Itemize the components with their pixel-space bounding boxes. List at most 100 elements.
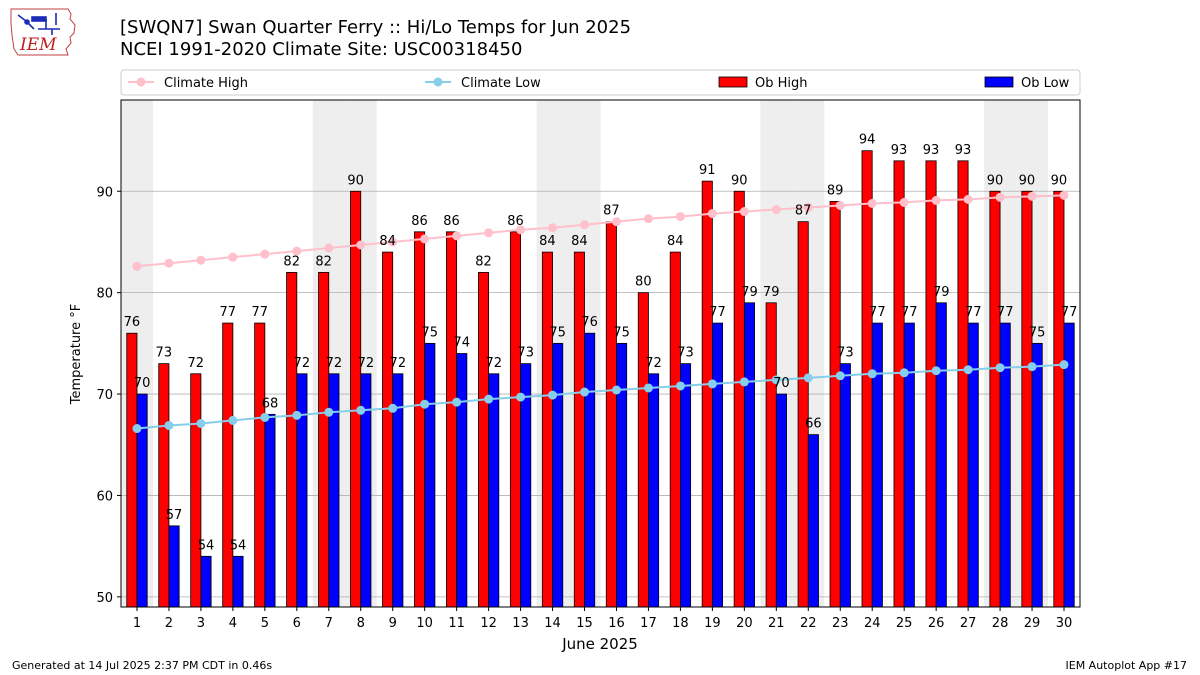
ob-low-bar [424, 342, 436, 608]
climate-low-point [867, 369, 877, 379]
ob-low-label: 54 [230, 538, 247, 553]
x-tick-label: 17 [640, 616, 657, 631]
x-tick-label: 24 [864, 616, 881, 631]
x-tick-label: 5 [261, 616, 269, 631]
climate-high-point [356, 240, 366, 250]
ob-high-label: 76 [124, 315, 141, 330]
ob-high-label: 87 [795, 204, 812, 219]
ob-low-bar [232, 555, 244, 608]
iem-logo: IEM [10, 8, 76, 56]
ob-high-bar [861, 150, 873, 608]
ob-high-bar [733, 190, 745, 608]
ob-high-bar [414, 231, 426, 608]
ob-high-label: 77 [219, 305, 236, 320]
x-tick-label: 11 [448, 616, 465, 631]
ob-high-label: 80 [635, 275, 652, 290]
climate-low-point [771, 375, 781, 385]
ob-high-label: 77 [251, 305, 268, 320]
climate-high-point [516, 225, 526, 235]
legend: Climate High Climate Low Ob High Ob Low [120, 69, 1081, 96]
ob-low-label: 72 [645, 356, 662, 371]
ob-high-label: 90 [1051, 173, 1068, 188]
ob-high-bar [158, 363, 170, 608]
ob-high-label: 93 [923, 143, 940, 158]
bars [126, 150, 1075, 608]
ob-high-bar [573, 251, 585, 608]
ob-high-bar [382, 251, 394, 608]
ob-high-bar [701, 180, 713, 608]
climate-low-point [707, 379, 717, 389]
ob-low-label: 73 [677, 346, 694, 361]
plot-frame [120, 99, 1081, 608]
ob-low-bar [680, 363, 692, 608]
climate-low-point [260, 412, 270, 422]
x-axis-label: June 2025 [561, 635, 638, 653]
ob-low-label: 77 [709, 305, 726, 320]
ob-low-bar [552, 342, 564, 608]
ob-low-bar [456, 353, 468, 608]
climate-low-point [580, 387, 590, 397]
ob-high-bar [1021, 190, 1033, 608]
ob-low-bar [839, 363, 851, 608]
legend-ob-low-label: Ob Low [1021, 76, 1070, 91]
ob-high-bar [286, 271, 298, 608]
climate-low-point [484, 394, 494, 404]
legend-ob-low-swatch [984, 76, 1014, 88]
chart-subtitle: NCEI 1991-2020 Climate Site: USC00318450 [120, 39, 523, 60]
x-tick-label: 27 [960, 616, 977, 631]
climate-low-point [132, 424, 142, 434]
y-tick-label: 70 [96, 388, 113, 403]
climate-low-point [324, 407, 334, 417]
ob-high-label: 86 [507, 214, 524, 229]
ob-high-bar [925, 160, 937, 608]
climate-high-point [707, 209, 717, 219]
climate-low-point [803, 373, 813, 383]
climate-low-point [420, 399, 430, 409]
climate-high-point [452, 231, 462, 241]
climate-high-point [867, 198, 877, 208]
x-tick-label: 16 [608, 616, 625, 631]
ob-low-label: 72 [485, 356, 502, 371]
ob-high-label: 89 [827, 183, 844, 198]
x-tick-label: 29 [1024, 616, 1041, 631]
ob-high-label: 84 [539, 234, 556, 249]
ob-high-bar [509, 231, 521, 608]
ob-high-label: 90 [987, 173, 1004, 188]
x-tick-label: 18 [672, 616, 689, 631]
ob-high-bar [605, 221, 617, 608]
ob-low-label: 70 [773, 376, 790, 391]
ob-low-bar [168, 525, 180, 608]
ob-high-label: 91 [699, 163, 716, 178]
climate-high-point [803, 202, 813, 212]
ob-low-label: 73 [517, 346, 534, 361]
ob-high-label: 90 [347, 173, 364, 188]
x-tick-label: 22 [800, 616, 817, 631]
x-tick-label: 7 [325, 616, 333, 631]
x-tick-label: 12 [480, 616, 497, 631]
climate-high-point [931, 195, 941, 205]
ob-high-label: 86 [411, 214, 428, 229]
ob-low-label: 75 [549, 325, 566, 340]
ob-low-label: 70 [134, 376, 151, 391]
ob-low-bar [775, 393, 787, 608]
ob-low-label: 66 [805, 417, 822, 432]
ob-low-label: 76 [581, 315, 598, 330]
climate-low-point [835, 371, 845, 381]
generated-note: Generated at 14 Jul 2025 2:37 PM CDT in … [12, 659, 273, 672]
x-tick-label: 14 [544, 616, 561, 631]
ob-low-label: 72 [390, 356, 407, 371]
legend-ob-high-label: Ob High [755, 76, 808, 91]
y-tick-label: 90 [96, 185, 113, 200]
climate-low-point [611, 385, 621, 395]
ob-high-label: 87 [603, 204, 620, 219]
x-tick-label: 15 [576, 616, 593, 631]
ob-high-bar [669, 251, 681, 608]
logo-text: IEM [19, 35, 57, 55]
ob-low-label: 79 [933, 285, 950, 300]
ob-high-bar [765, 302, 777, 608]
climate-high-point [196, 255, 206, 265]
ob-high-label: 84 [379, 234, 396, 249]
ob-low-label: 75 [613, 325, 630, 340]
climate-low-point [164, 420, 174, 430]
